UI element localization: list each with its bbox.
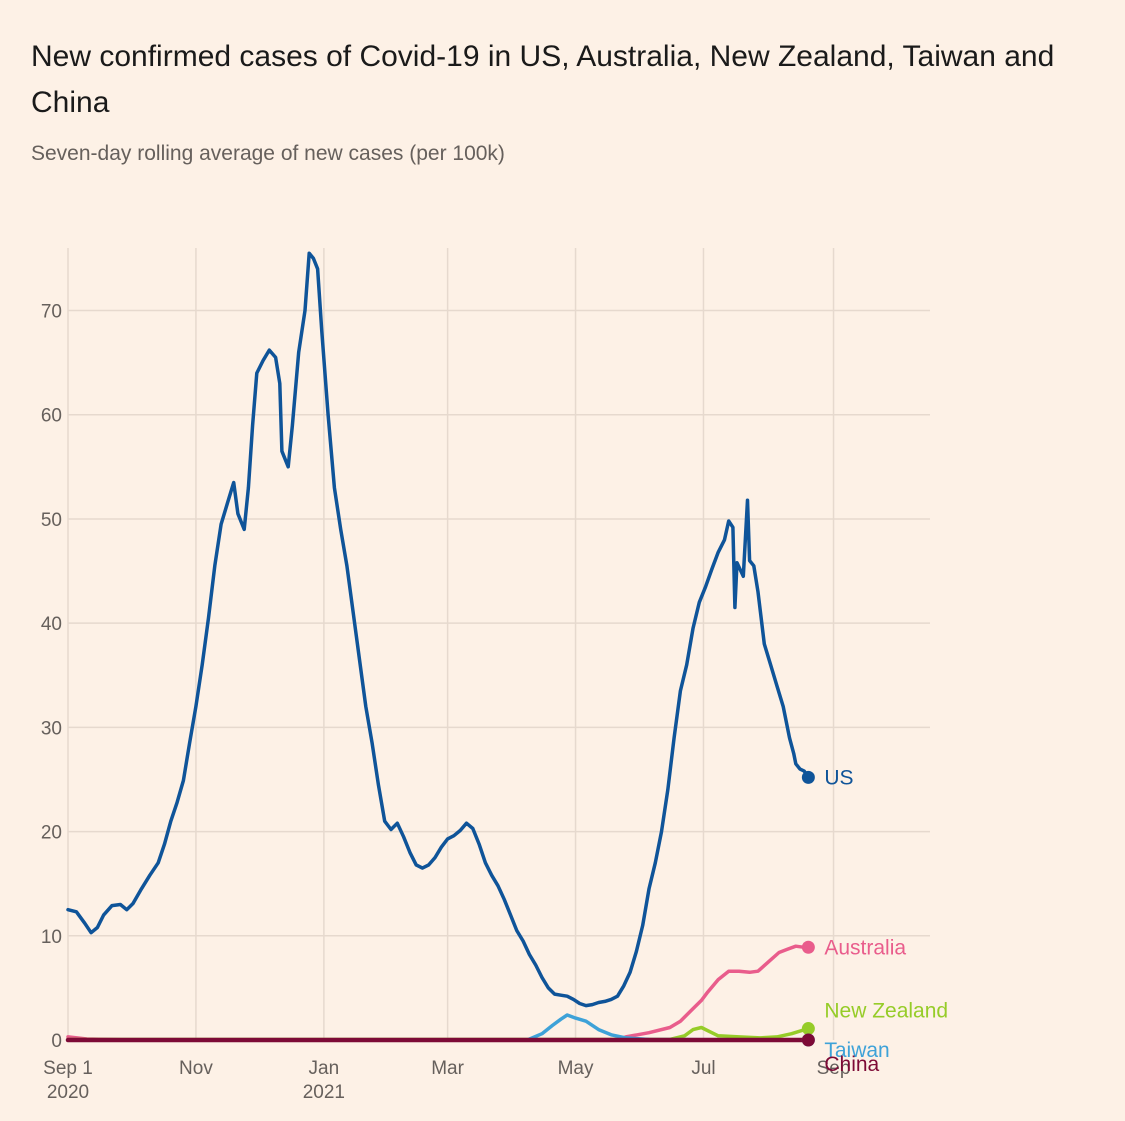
grid [67, 248, 930, 1040]
series-lines [65, 251, 811, 1043]
axis-labels: 0 10 20 30 40 50 60 70 Sep 1 2020 Nov Jan 2021 Mar May… [41, 302, 851, 1103]
series-label-australia: Australia [824, 936, 906, 959]
y-tick-label-40: 40 [41, 614, 62, 635]
x-tick-label-mar: Mar [431, 1058, 464, 1079]
series-end-dot-australia [801, 940, 815, 954]
series-end-dot-new-zealand [801, 1022, 815, 1036]
y-tick-label-60: 60 [41, 406, 62, 427]
x-tick-label-nov: Nov [179, 1058, 213, 1079]
y-tick-label-70: 70 [41, 302, 62, 323]
series-label-new-zealand: New Zealand [824, 1000, 948, 1023]
y-tick-label-50: 50 [41, 510, 62, 531]
x-tick-sublabel-sep-1: 2020 [47, 1082, 89, 1103]
x-tick-label-jan: Jan [309, 1058, 340, 1079]
series-label-us: US [824, 766, 853, 789]
y-tick-label-0: 0 [51, 1031, 62, 1052]
series-line-new-zealand [66, 1025, 811, 1042]
series-label-taiwan: Taiwan [824, 1039, 889, 1062]
x-tick-sublabel-jan: 2021 [303, 1082, 345, 1103]
x-tick-label-jul: Jul [691, 1058, 715, 1079]
series-end-dot-china [801, 1033, 815, 1047]
chart-title: New confirmed cases of Covid-19 in US, A… [31, 40, 1055, 119]
series-line-australia [66, 944, 811, 1042]
y-tick-label-20: 20 [41, 823, 62, 844]
x-tick-label-may: May [558, 1058, 594, 1079]
y-tick-label-10: 10 [41, 927, 62, 948]
x-tick-label-sep-1: Sep 1 [43, 1058, 93, 1079]
chart-subtitle: Seven-day rolling average of new cases (… [31, 142, 505, 165]
series-end-dot-us [801, 770, 815, 784]
series-line-us [66, 251, 811, 1008]
x-tick-label-sep: Sep [817, 1058, 851, 1079]
series-label-china: China [824, 1053, 879, 1076]
y-tick-label-30: 30 [41, 718, 62, 739]
